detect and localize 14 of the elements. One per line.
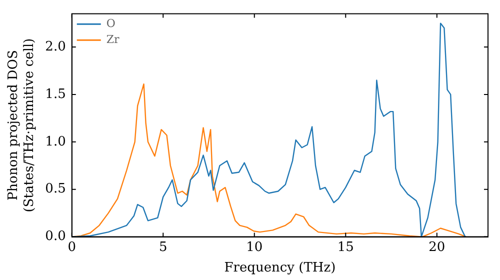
y-tick-label: 0.5 xyxy=(45,182,66,197)
y-tick-label: 1.0 xyxy=(45,134,66,150)
legend-label: Zr xyxy=(106,32,120,46)
y-axis-title: Phonon projected DOS (States/THz·primitive cell) xyxy=(6,38,37,212)
x-tick-label: 5 xyxy=(158,240,168,255)
legend-label: O xyxy=(106,16,116,30)
x-tick-label: 10 xyxy=(246,240,263,255)
y-tick-label: 2.0 xyxy=(45,39,66,54)
x-tick-label: 0 xyxy=(68,240,76,255)
x-tick-label: 15 xyxy=(337,240,354,255)
y-tick-label: 0.0 xyxy=(45,229,66,244)
x-tick-label: 20 xyxy=(428,240,446,255)
x-axis-title: Frequency (THz) xyxy=(224,260,336,276)
y-tick-label: 1.5 xyxy=(45,86,66,102)
